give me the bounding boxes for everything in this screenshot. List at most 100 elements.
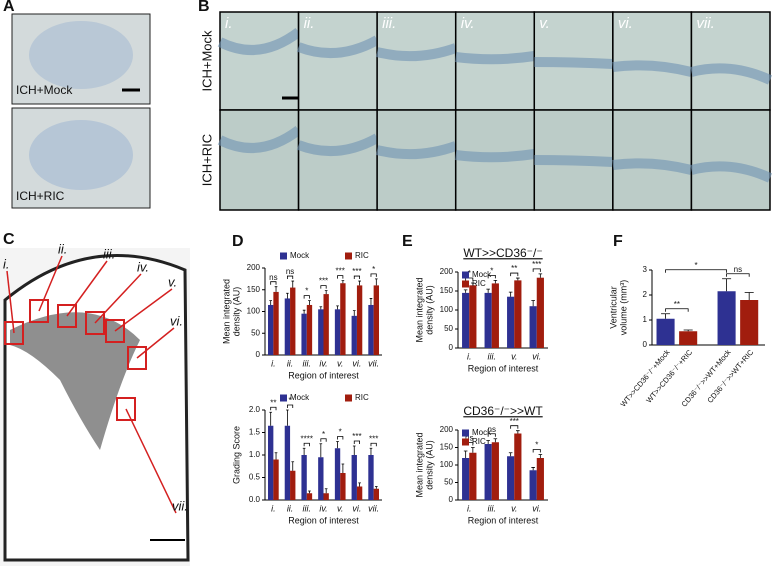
micrograph [690, 109, 771, 211]
error-bar [744, 292, 754, 300]
sig-bracket [370, 273, 377, 277]
bar [514, 280, 522, 348]
bar [318, 457, 324, 500]
sig-bracket [337, 275, 344, 279]
micrograph [219, 109, 300, 211]
sig-label: ** [270, 398, 276, 407]
y-tick-label: 200 [440, 425, 454, 434]
bar [306, 304, 313, 355]
sig-label: *** [352, 267, 361, 276]
region-pointer [6, 270, 15, 334]
error-bar [319, 306, 323, 310]
column-label: iv. [461, 15, 475, 32]
x-tick-label: v. [511, 351, 517, 361]
x-tick-label: vii. [368, 358, 379, 368]
x-tick-label: vi. [352, 503, 361, 513]
sig-label: * [490, 266, 493, 275]
tissue-band [296, 133, 380, 157]
legend-swatch [462, 429, 469, 437]
y-tick-label: 150 [247, 285, 261, 294]
legend-swatch [345, 252, 352, 260]
sig-label: *** [352, 432, 361, 441]
panel-label: F [613, 233, 623, 250]
bar [356, 285, 363, 355]
y-axis-label: density (AU) [424, 440, 434, 490]
x-tick-label: ii. [287, 503, 294, 513]
region-label: vii. [172, 498, 188, 513]
region-label: iii. [103, 246, 115, 261]
bar [491, 442, 499, 500]
legend-label: RIC [472, 437, 486, 446]
y-tick-label: 100 [440, 305, 454, 314]
x-tick-label: v. [337, 503, 343, 513]
x-tick-label: i. [271, 358, 276, 368]
bar [351, 315, 357, 355]
y-tick-label: 0.0 [249, 495, 261, 504]
column-label: vi. [618, 15, 633, 32]
x-tick-label: iii. [303, 358, 312, 368]
bar [529, 306, 537, 348]
bar [290, 470, 296, 500]
region-box [57, 304, 77, 328]
error-bar [531, 467, 535, 471]
sig-label: *** [369, 434, 378, 443]
sig-label: * [372, 265, 375, 274]
sig-bracket [337, 436, 344, 440]
sig-label: ** [674, 300, 680, 309]
brain-section [29, 21, 133, 89]
x-tick-label: i. [467, 503, 472, 513]
bar [740, 300, 759, 345]
bar [373, 488, 379, 500]
tissue-band [534, 57, 614, 69]
y-tick-label: 150 [440, 443, 454, 452]
error-bar [471, 282, 475, 286]
region-pointer [66, 260, 108, 317]
bar [491, 283, 499, 348]
error-bar [516, 430, 520, 434]
bar [469, 452, 477, 500]
region-label: iv. [137, 259, 149, 274]
error-bar [358, 280, 361, 286]
sig-bracket [286, 404, 294, 408]
region-label: v. [168, 274, 177, 289]
sig-label: **** [301, 434, 313, 443]
sig-label: * [339, 428, 342, 437]
region-box [116, 397, 136, 421]
sig-label: * [695, 261, 698, 270]
y-tick-label: 3 [643, 265, 648, 274]
error-bar [308, 300, 311, 305]
region-box [105, 319, 125, 343]
error-bar [683, 329, 693, 332]
legend-swatch [280, 252, 287, 260]
legend-swatch [345, 394, 352, 402]
legend-swatch [462, 438, 469, 446]
panel-label: D [232, 233, 244, 250]
sig-label: * [322, 430, 325, 439]
error-bar [286, 409, 289, 426]
bar [536, 277, 544, 348]
error-bar [531, 300, 535, 307]
micrograph [376, 109, 457, 211]
image-label: ICH+RIC [16, 189, 65, 203]
chart-title: CD36⁻/⁻>>WT [463, 404, 543, 418]
sig-label: * [468, 269, 471, 278]
sig-label: ns [269, 273, 277, 282]
y-axis-label: density (AU) [424, 285, 434, 335]
column-label: ii. [304, 15, 315, 32]
sig-bracket [487, 433, 496, 437]
error-bar [302, 447, 306, 455]
y-axis-label: Mean integrated [221, 279, 231, 344]
tissue-band [375, 43, 458, 62]
error-bar [463, 289, 468, 293]
sig-bracket [726, 273, 750, 277]
sig-bracket [532, 449, 541, 453]
y-axis-label: Mean integrated [414, 277, 424, 342]
panel-label: B [198, 0, 210, 15]
sig-label: *** [319, 277, 328, 286]
bar [373, 285, 379, 355]
y-tick-label: 50 [444, 478, 453, 487]
error-bar [324, 488, 328, 494]
error-bar [538, 454, 543, 458]
bar [334, 448, 341, 500]
sig-bracket [510, 425, 519, 429]
